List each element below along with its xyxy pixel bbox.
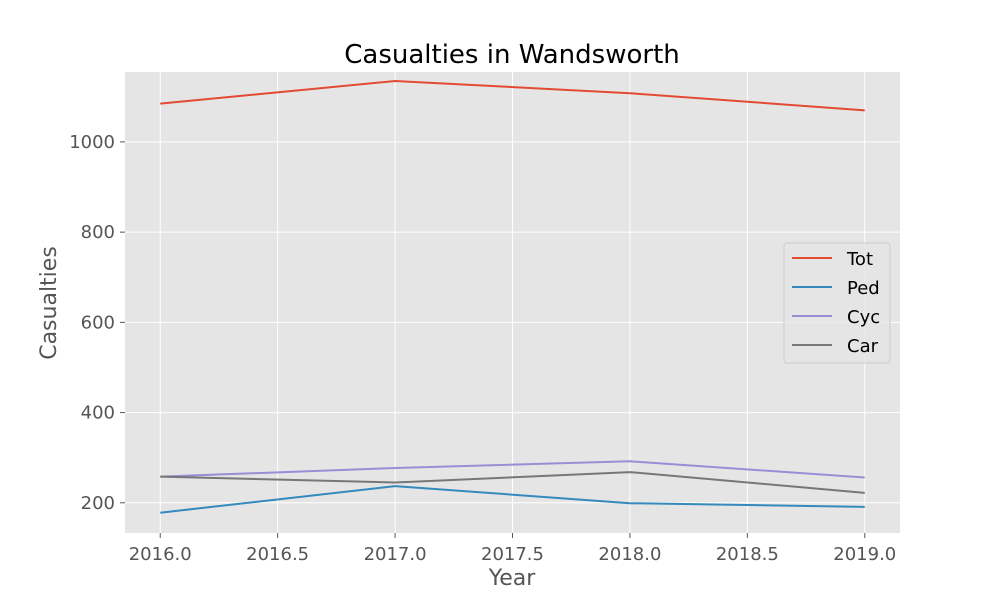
legend-label-car: Car [847,336,879,357]
x-tick-label: 2017.5 [481,544,544,565]
y-axis-ticks: 200 400 600 800 1000 [69,132,125,514]
x-tick-label: 2018.5 [716,544,779,565]
y-tick-label: 200 [81,493,115,514]
series-line-tot [160,80,865,112]
legend-label-ped: Ped [847,278,880,299]
y-tick-label: 600 [81,312,115,333]
series-line-ped [160,485,865,514]
series-line-car [160,471,865,494]
x-tick-label: 2016.5 [246,544,309,565]
y-tick-label: 400 [81,403,115,424]
x-axis-ticks: 2016.0 2016.5 2017.0 2017.5 2018.0 2018.5 2019… [129,533,896,565]
legend-box [783,242,891,364]
x-tick-label: 2016.0 [129,544,192,565]
x-axis-label: Year [488,566,537,591]
x-tick-label: 2019.0 [833,544,896,565]
legend-label-cyc: Cyc [847,307,880,328]
series-lines [160,80,865,514]
x-tick-label: 2017.0 [364,544,427,565]
x-tick-label: 2018.0 [598,544,661,565]
chart-title: Casualties in Wandsworth [344,40,680,70]
y-axis-label: Casualties [37,246,62,360]
y-tick-label: 800 [81,222,115,243]
legend-label-tot: Tot [846,249,873,270]
series-line-cyc [160,460,865,479]
y-tick-label: 1000 [69,132,115,153]
legend: Tot Ped Cyc Car [783,242,891,364]
